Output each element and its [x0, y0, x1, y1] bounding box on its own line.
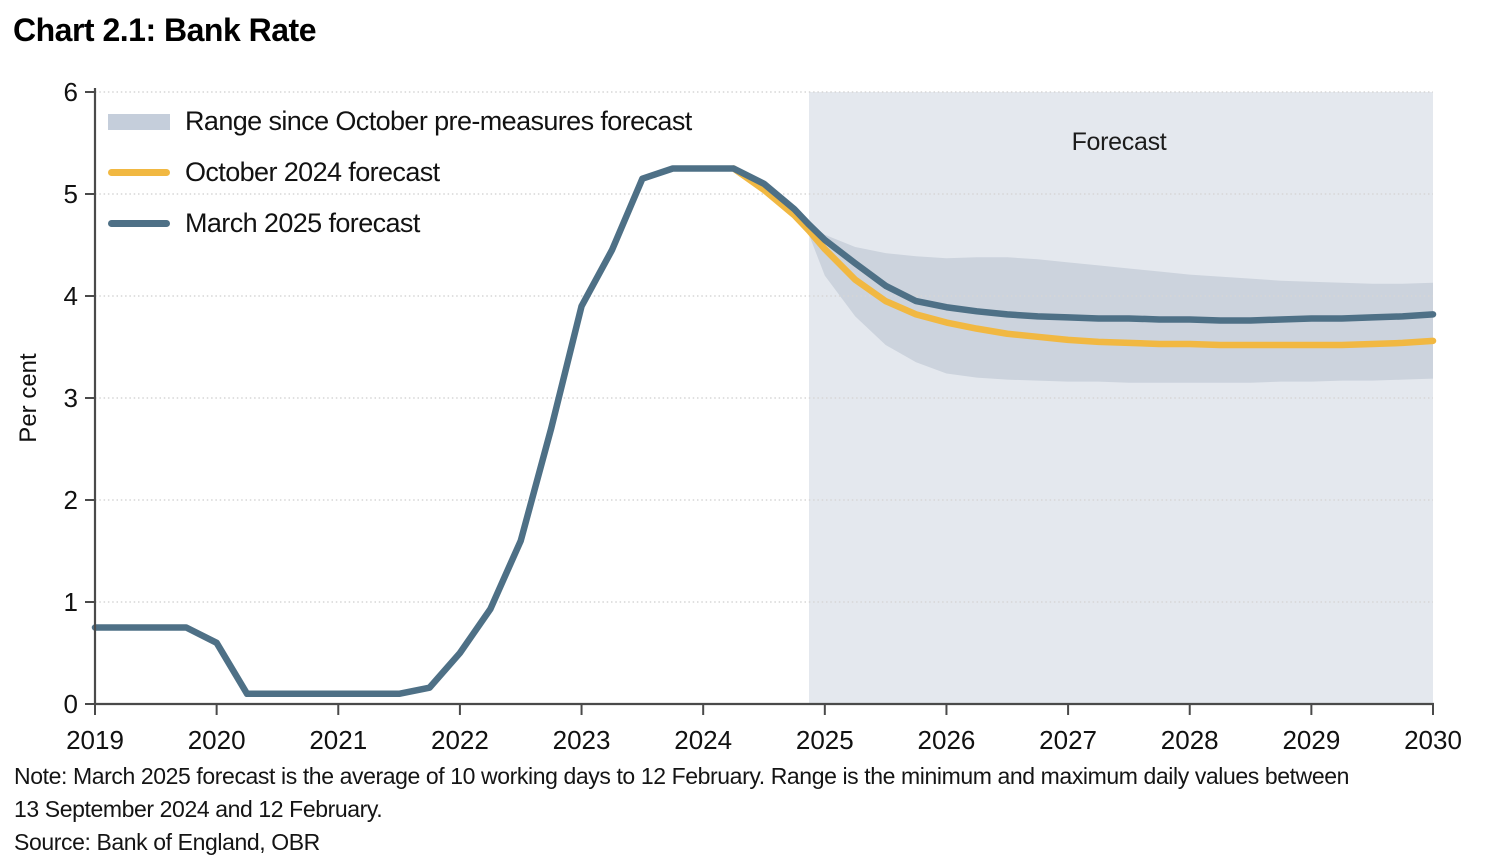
- x-tick-label-2025: 2025: [796, 725, 854, 755]
- legend-item-range: Range since October pre-measures forecas…: [108, 96, 692, 147]
- x-tick-label-2026: 2026: [918, 725, 976, 755]
- chart-notes: Note: March 2025 forecast is the average…: [14, 760, 1484, 859]
- x-tick-label-2023: 2023: [553, 725, 611, 755]
- legend-label-march-2025: March 2025 forecast: [185, 208, 420, 238]
- range-band-swatch-icon: [108, 113, 170, 130]
- legend-label-october-2024: October 2024 forecast: [185, 157, 440, 187]
- forecast-region: [809, 92, 1433, 704]
- source-line: Source: Bank of England, OBR: [14, 829, 320, 855]
- y-tick-label-6: 6: [64, 77, 78, 107]
- y-tick-label-5: 5: [64, 179, 78, 209]
- x-tick-label-2028: 2028: [1161, 725, 1219, 755]
- legend: Range since October pre-measures forecas…: [108, 96, 692, 249]
- x-tick-label-2024: 2024: [674, 725, 732, 755]
- y-tick-label-3: 3: [64, 383, 78, 413]
- y-axis-title: Per cent: [15, 353, 42, 443]
- series-line-october-2024-forecast: [730, 165, 1437, 349]
- legend-item-march-2025: March 2025 forecast: [108, 198, 692, 249]
- x-tick-label-2027: 2027: [1039, 725, 1097, 755]
- note-line-1: Note: March 2025 forecast is the average…: [14, 763, 1350, 789]
- legend-label-range: Range since October pre-measures forecas…: [185, 106, 692, 136]
- x-tick-label-2020: 2020: [188, 725, 246, 755]
- x-tick-label-2030: 2030: [1404, 725, 1462, 755]
- march-line-swatch-icon: [108, 220, 170, 227]
- x-tick-label-2029: 2029: [1282, 725, 1340, 755]
- series-line-march-2025-forecast: [91, 165, 1437, 698]
- october-line-swatch-icon: [108, 169, 170, 176]
- bank-rate-chart: 0 1 2 3 4 5 6 2019 2020 2021 2022 2023 2024 2025 2026 2…: [15, 77, 1462, 755]
- legend-item-october-2024: October 2024 forecast: [108, 147, 692, 198]
- forecast-region-label: Forecast: [1071, 128, 1167, 156]
- x-tick-label-2019: 2019: [66, 725, 124, 755]
- page-title: Chart 2.1: Bank Rate: [13, 12, 316, 48]
- note-line-2: 13 September 2024 and 12 February.: [14, 796, 383, 822]
- y-tick-label-0: 0: [64, 689, 78, 719]
- y-tick-label-2: 2: [64, 485, 78, 515]
- x-tick-label-2021: 2021: [309, 725, 367, 755]
- y-tick-label-1: 1: [64, 587, 78, 617]
- x-tick-label-2022: 2022: [431, 725, 489, 755]
- y-tick-label-4: 4: [64, 281, 78, 311]
